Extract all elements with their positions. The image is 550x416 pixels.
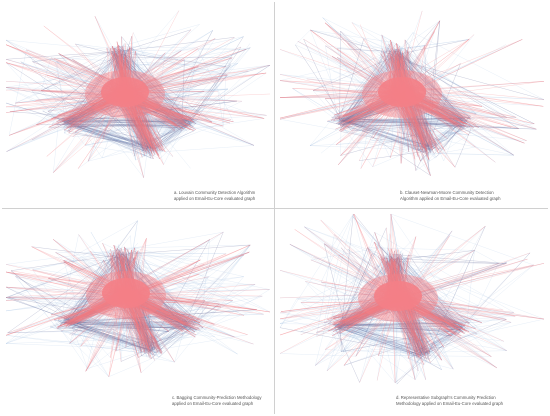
panel-a: a. Louvain Community Detection Algorithm… [2, 2, 274, 207]
caption-b: b. Clauset-Newman-Moore Community Detect… [400, 190, 501, 201]
caption-b-line2: Algorithm applied on Email-Eu-Core evalu… [400, 195, 501, 201]
network-graph-a [5, 10, 271, 178]
caption-c: c. Bagging Community-Prediction Methodol… [172, 395, 262, 406]
graph-dense-core [378, 77, 426, 107]
panel-b: b. Clauset-Newman-Moore Community Detect… [276, 2, 548, 207]
network-graph-d [279, 213, 545, 385]
caption-d: d. Representative Subgraph's Community P… [396, 395, 503, 406]
graph-core-halo [86, 271, 166, 319]
panel-d: d. Representative Subgraph's Community P… [276, 210, 548, 414]
caption-a-line1: a. Louvain Community Detection Algorithm [174, 190, 256, 195]
graph-dense-core [101, 77, 149, 107]
panel-c: c. Bagging Community-Prediction Methodol… [2, 210, 274, 414]
caption-c-line2: applied on Email-Eu-Core evaluated graph [172, 400, 254, 406]
caption-a: a. Louvain Community Detection Algorithm… [174, 190, 255, 201]
graph-core-halo [358, 274, 438, 322]
caption-a-line2: applied on Email-Eu-Core evaluated graph [174, 195, 256, 201]
caption-b-line1: b. Clauset-Newman-Moore Community Detect… [400, 190, 494, 195]
network-graph-c [5, 220, 271, 377]
graph-dense-core [374, 281, 422, 311]
graph-core-halo [362, 70, 442, 118]
graph-dense-core [102, 278, 150, 308]
caption-c-line1: c. Bagging Community-Prediction Methodol… [172, 395, 262, 400]
caption-d-line1: d. Representative Subgraph's Community P… [396, 395, 496, 400]
network-graph-b [279, 10, 545, 176]
horizontal-divider [2, 208, 548, 209]
graph-core-halo [85, 70, 165, 118]
caption-d-line2: Methodology applied on Email-Eu-Core eva… [396, 400, 504, 406]
